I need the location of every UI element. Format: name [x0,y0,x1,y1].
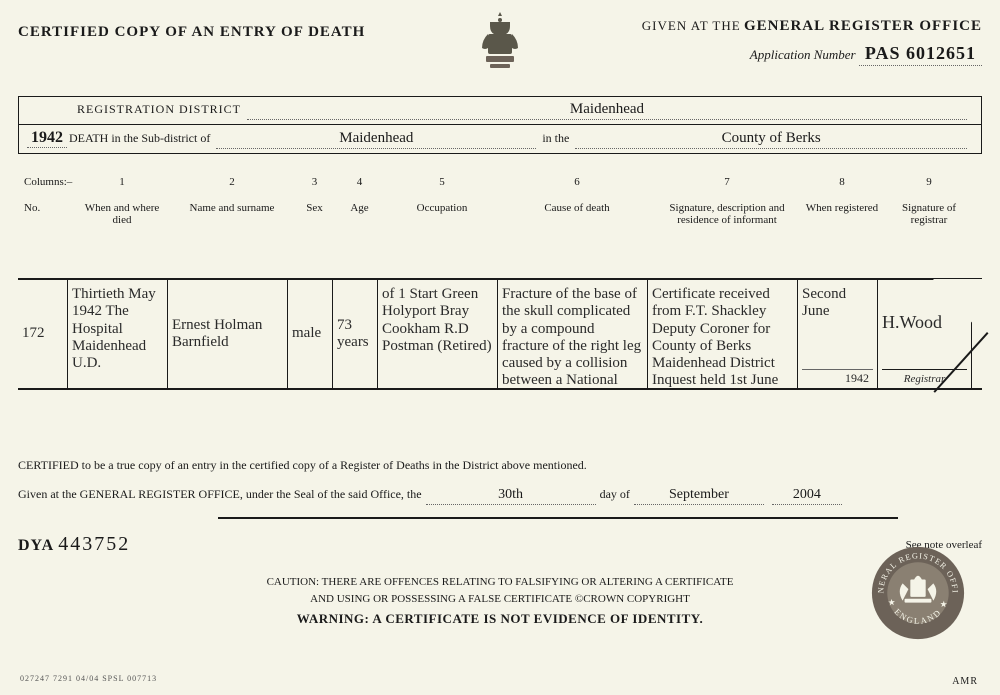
entry-informant: Certificate received from F.T. Shackley … [648,280,798,388]
entry-row: 172 Thirtieth May 1942 The Hospital Maid… [18,278,982,390]
caution-line2: AND USING OR POSSESSING A FALSE CERTIFIC… [18,591,982,608]
registration-district-label: REGISTRATION DISTRICT [27,102,241,117]
entry-no: 172 [18,280,68,388]
certified-statement: CERTIFIED to be a true copy of an entry … [18,458,982,473]
col6-num: 6 [504,176,650,188]
divider [218,517,898,519]
entry-age: 73 years [333,280,378,388]
col5-num: 5 [384,176,500,188]
col3-label: Sex [306,202,323,214]
entry-occupation: of 1 Start Green Holyport Bray Cookham R… [378,280,498,388]
entry-name: Ernest Holman Barnfield [168,280,288,388]
registered-year: 1942 [845,372,869,386]
seal-day: 30th [426,487,596,505]
registration-box: REGISTRATION DISTRICT Maidenhead 1942 DE… [18,96,982,154]
registration-district-value: Maidenhead [247,101,967,120]
col1-num: 1 [74,176,170,188]
county-value: County of Berks [575,130,967,149]
death-year: 1942 [27,129,67,148]
col9-num: 9 [884,176,974,188]
column-headers: Columns:– No. 1 When and where died 2 Name… [18,174,982,228]
dya-label: DYA [18,537,54,554]
print-code: 027247 7291 04/04 SPSL 007713 [20,674,157,683]
col6-label: Cause of death [544,202,609,214]
application-number: PAS 6012651 [859,43,982,66]
col8-num: 8 [804,176,880,188]
col4-num: 4 [339,176,380,188]
certified-title: CERTIFIED COPY OF AN ENTRY OF DEATH [18,18,365,41]
given-at-text: Given at the GENERAL REGISTER OFFICE, un… [18,487,422,502]
entry-registered: Second June 1942 [798,280,878,388]
in-the-label: in the [542,131,569,146]
col7-label: Signature, description and residence of … [669,202,784,226]
col8-label: When registered [806,202,878,214]
given-at-line: Given at the GENERAL REGISTER OFFICE, un… [18,487,982,505]
gro-label: GENERAL REGISTER OFFICE [744,18,982,34]
columns-label: Columns:– [24,176,70,188]
death-in-label: DEATH in the Sub-district of [69,131,210,146]
col3-num: 3 [294,176,335,188]
sub-district-value: Maidenhead [216,130,536,149]
given-at-label: GIVEN AT THE [642,18,741,33]
dya-number: 443752 [58,533,130,555]
caution-line1: CAUTION: THERE ARE OFFENCES RELATING TO … [18,574,982,591]
entry-cause: Fracture of the base of the skull compli… [498,280,648,388]
no-label: No. [24,202,40,214]
col1-label: When and where died [85,202,160,226]
registrar-label: Registrar [878,373,971,386]
amr-code: AMR [952,676,978,687]
col2-label: Name and surname [190,202,275,214]
seal-year: 2004 [772,487,842,505]
royal-crest-icon [476,10,524,70]
warning-line: WARNING: A CERTIFICATE IS NOT EVIDENCE O… [18,611,982,627]
col4-label: Age [350,202,368,214]
day-of-label: day of [600,487,630,502]
registered-date: Second June [802,286,846,319]
entry-sex: male [288,280,333,388]
seal-month: September [634,487,764,505]
col7-num: 7 [654,176,800,188]
col5-label: Occupation [417,202,468,214]
application-number-label: Application Number [750,47,856,62]
col9-label: Signature of registrar [902,202,956,226]
entry-when-where: Thirtieth May 1942 The Hospital Maidenhe… [68,280,168,388]
col2-num: 2 [174,176,290,188]
gro-seal-icon: GENERAL REGISTER OFFICE ★ ENGLAND ★ [870,545,966,641]
